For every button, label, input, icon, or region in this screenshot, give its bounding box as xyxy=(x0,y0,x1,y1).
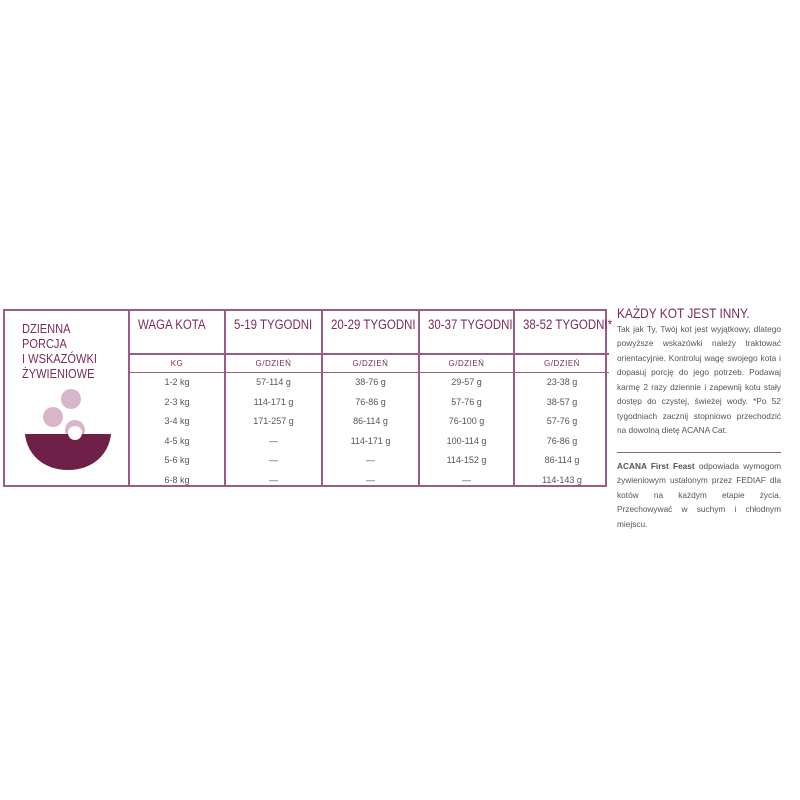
divider xyxy=(617,451,781,453)
table-cell: 38-76 g xyxy=(355,377,386,387)
column-unit: G/DZIEŃ xyxy=(515,355,609,373)
table-cell: 57-76 g xyxy=(451,396,482,407)
table-cell: 38-57 g xyxy=(546,396,578,407)
table-cell: 57-76 g xyxy=(546,416,578,426)
table-cell: 1-2 kg xyxy=(164,377,190,387)
title-line: DZIENNA PORCJA xyxy=(22,321,70,351)
table-cell: 86-114 g xyxy=(544,455,580,465)
table-cell: 29-57 g xyxy=(451,377,482,387)
table-title-cell: DZIENNA PORCJA I WSKAZÓWKI ŻYWIENIOWE xyxy=(5,311,130,485)
info-body: Tak jak Ty, Twój kot jest wyjątkowy, dla… xyxy=(617,323,781,436)
table-cell: — xyxy=(462,474,471,485)
table-column: 30-37 TYGODNI G/DZIEŃ 29-57 g 57-76 g 76-100… xyxy=(420,311,515,485)
table-column: 38-52 TYGODNI* G/DZIEŃ 23-38 g 38-57 g 57-76… xyxy=(515,311,612,485)
title-line: ŻYWIENIOWE xyxy=(22,366,95,381)
table-cell: 4-5 kg xyxy=(164,435,190,446)
table-title: DZIENNA PORCJA I WSKAZÓWKI ŻYWIENIOWE xyxy=(22,321,112,381)
info-heading: KAŻDY KOT JEST INNY. xyxy=(617,305,750,321)
column-header: 38-52 TYGODNI* xyxy=(515,311,612,355)
column-unit: G/DZIEŃ xyxy=(226,355,321,373)
column-header: WAGA KOTA xyxy=(130,311,224,355)
column-header: 5-19 TYGODNI xyxy=(226,311,321,355)
table-cell: 23-38 g xyxy=(546,377,578,387)
table-cell: 100-114 g xyxy=(446,435,487,446)
table-cell: — xyxy=(366,474,375,485)
table-cell: 57-114 g xyxy=(256,377,291,387)
column-unit: G/DZIEŃ xyxy=(323,355,418,373)
column-unit: G/DZIEŃ xyxy=(420,355,513,373)
table-cell: 114-143 g xyxy=(542,474,582,485)
table-cell: 6-8 kg xyxy=(164,474,190,485)
product-name: ACANA First Feast xyxy=(617,460,695,471)
table-cell: 2-3 kg xyxy=(164,396,190,407)
table-cell: — xyxy=(269,474,278,485)
table-cell: 86-114 g xyxy=(353,416,388,426)
table-column: 20-29 TYGODNI G/DZIEŃ 38-76 g 76-86 g 86-114… xyxy=(323,311,420,485)
table-cell: 114-171 g xyxy=(350,435,391,446)
table-cell: 114-152 g xyxy=(446,455,487,465)
table-cell: 5-6 kg xyxy=(164,455,190,465)
feeding-table: DZIENNA PORCJA I WSKAZÓWKI ŻYWIENIOWE WA… xyxy=(3,309,612,487)
table-cell: — xyxy=(269,455,278,465)
column-header: 20-29 TYGODNI xyxy=(323,311,418,355)
table-cell: 76-100 g xyxy=(448,416,485,426)
table-cell: 171-257 g xyxy=(253,416,294,426)
column-header: 30-37 TYGODNI xyxy=(420,311,513,355)
table-column: 5-19 TYGODNI G/DZIEŃ 57-114 g 114-171 g 171-… xyxy=(226,311,323,485)
table-cell: — xyxy=(269,435,278,446)
table-cell: 76-86 g xyxy=(355,396,386,407)
table-column: WAGA KOTA KG 1-2 kg 2-3 kg 3-4 kg 4-5 kg 5-6 k… xyxy=(130,311,226,485)
info-note: ACANA First Feast odpowiada wymogom żywi… xyxy=(617,459,781,532)
table-cell: 76-86 g xyxy=(546,435,578,446)
table-cell: — xyxy=(366,455,375,465)
table-cell: 3-4 kg xyxy=(164,416,190,426)
column-unit: KG xyxy=(130,355,224,373)
info-panel: KAŻDY KOT JEST INNY. Tak jak Ty, Twój ko… xyxy=(617,306,781,531)
table-cell: 114-171 g xyxy=(253,396,294,407)
note-text: odpowiada wymogom żywieniowym ustalonym … xyxy=(617,460,781,529)
title-line: I WSKAZÓWKI xyxy=(22,351,97,366)
food-bowl-icon xyxy=(25,389,111,470)
